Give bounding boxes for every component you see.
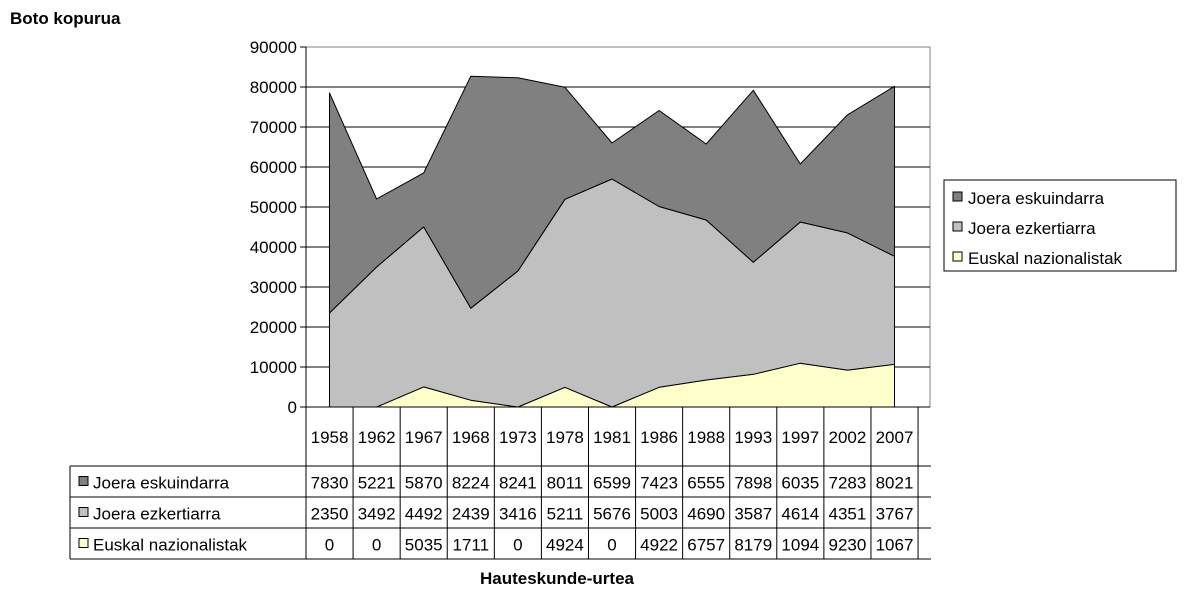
legend: Joera eskuindarra Joera ezkertiarra Euskal… [943,179,1177,272]
table-cell-value: 7830 [311,474,349,493]
table-header-year: 1986 [640,428,678,447]
table-row-label: Joera eskuindarra [93,474,230,493]
legend-label: Joera ezkertiarra [968,219,1096,238]
table-cell-value: 3416 [499,505,537,524]
y-tick-label: 80000 [250,78,297,97]
table-cell-value: 3492 [358,505,396,524]
table-header-year: 1962 [358,428,396,447]
table-row-label: Joera ezkertiarra [93,505,221,524]
table-header-year: 2007 [876,428,914,447]
table-cell-value: 4614 [781,505,819,524]
y-tick-label: 50000 [250,198,297,217]
table-cell-value: 0 [513,536,522,555]
table-header-year: 1973 [499,428,537,447]
table-legend-key [78,476,89,486]
y-tick-label: 10000 [250,358,297,377]
plot-area: 0 10000 20000 30000 40000 50000 60000 70000 8000… [250,38,931,417]
table-cell-value: 4351 [829,505,867,524]
table-cell-value: 8179 [734,536,772,555]
table-header-year: 1978 [546,428,584,447]
table-header-year: 1997 [781,428,819,447]
y-tick-label: 20000 [250,318,297,337]
legend-box [943,179,1177,272]
table-cell-value: 3587 [734,505,772,524]
table-header-year: 1958 [311,428,349,447]
table-cell-value: 1094 [781,536,819,555]
table-cell-value: 1067 [876,536,914,555]
table-header-year: 1967 [405,428,443,447]
table-header-year: 1968 [452,428,490,447]
table-cell-value: 8021 [876,474,914,493]
table-cell-value: 5035 [405,536,443,555]
table-cell-value: 6599 [593,474,631,493]
table-cell-value: 2439 [452,505,490,524]
legend-key [952,191,963,202]
table-cell-value: 7898 [734,474,772,493]
table-cell-value: 4922 [640,536,678,555]
legend-label: Joera eskuindarra [968,189,1105,208]
table-cell-value: 0 [607,536,616,555]
legend-key [952,251,963,262]
legend-label: Euskal nazionalistak [968,249,1123,268]
table-cell-value: 4492 [405,505,443,524]
table-cell-value: 7283 [829,474,867,493]
table-cell-value: 8011 [547,474,584,493]
table-cell-value: 7423 [640,474,678,493]
table-legend-key [78,507,89,517]
table-cell-value: 6035 [781,474,819,493]
table-cell-value: 5676 [593,505,631,524]
table-cell-value: 5211 [547,505,584,524]
legend-key [952,221,963,232]
area-joera-eskuindarra [329,75,895,314]
table-cell-value: 4690 [687,505,725,524]
table-row-label: Euskal nazionalistak [93,536,248,555]
y-tick-label: 0 [288,398,297,417]
table-cell-value: 8241 [499,474,537,493]
table-cell-value: 8224 [452,474,490,493]
y-tick-label: 70000 [250,118,297,137]
table-legend-key [78,538,89,548]
y-tick-label: 40000 [250,238,297,257]
table-cell-value: 5870 [405,474,443,493]
table-header-year: 2002 [829,428,867,447]
y-axis-title: Boto kopurua [10,9,121,28]
y-tick-label: 30000 [250,278,297,297]
table-cell-value: 3767 [876,505,914,524]
y-tick-label: 90000 [250,38,297,57]
table-cell-value: 9230 [829,536,867,555]
x-axis-title: Hauteskunde-urtea [480,569,635,588]
table-cell-value: 1711 [452,536,489,555]
table-cell-value: 6757 [687,536,725,555]
table-header-year: 1981 [593,428,631,447]
table-header-year: 1993 [734,428,772,447]
table-header-year: 1988 [687,428,725,447]
y-tick-label: 60000 [250,158,297,177]
table-cell-value: 0 [325,536,334,555]
table-cell-value: 5221 [358,474,396,493]
table-cell-value: 0 [372,536,381,555]
table-cell-value: 5003 [640,505,678,524]
table-cell-value: 6555 [687,474,725,493]
table-cell-value: 4924 [546,536,584,555]
table-cell-value: 2350 [311,505,349,524]
data-table: 1958 1962 1967 1968 1973 1978 1981 1986 1988 1993… [69,407,931,560]
